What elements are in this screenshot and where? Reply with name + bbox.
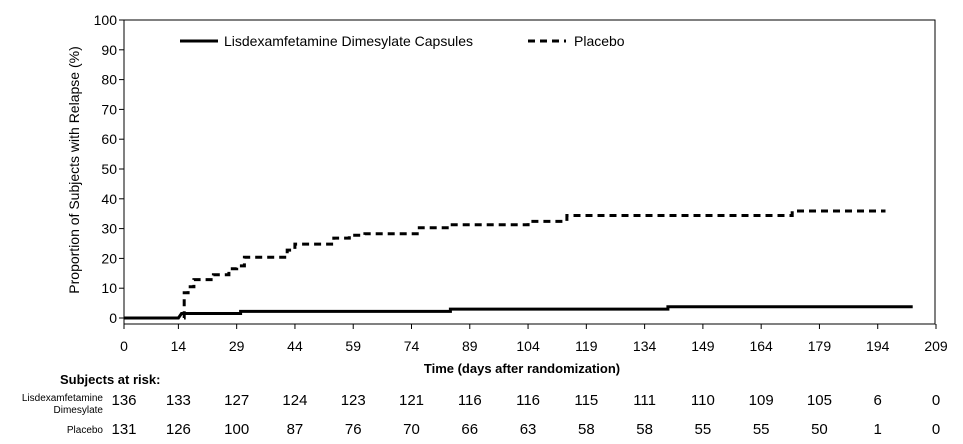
risk-value-cell: 121	[399, 392, 424, 409]
risk-value-cell: 55	[695, 421, 712, 438]
risk-value-cell: 126	[166, 421, 191, 438]
legend-label-lisdexamfetamine: Lisdexamfetamine Dimesylate Capsules	[224, 33, 473, 49]
risk-value-cell: 110	[691, 392, 715, 409]
x-tick-label: 164	[749, 338, 773, 354]
risk-row-label-lisdexamfetamine-line1: Lisdexamfetamine	[22, 393, 104, 404]
x-tick-label: 89	[462, 338, 478, 354]
risk-value-cell: 1	[874, 421, 882, 438]
risk-value-cell: 116	[458, 392, 482, 409]
risk-value-cell: 70	[403, 421, 420, 438]
risk-value-cell: 123	[341, 392, 366, 409]
risk-value-cell: 111	[633, 392, 656, 409]
risk-value-cell: 136	[111, 392, 136, 409]
y-tick-label: 100	[94, 12, 118, 28]
plot-frame	[123, 19, 936, 325]
y-tick-label: 70	[101, 101, 117, 117]
risk-value-cell: 58	[636, 421, 653, 438]
risk-row-label-placebo: Placebo	[67, 425, 104, 436]
risk-value-cell: 50	[811, 421, 828, 438]
x-tick-label: 119	[575, 338, 598, 354]
risk-value-cell: 116	[516, 392, 540, 409]
risk-value-cell: 76	[345, 421, 362, 438]
risk-table: Subjects at risk: Lisdexamfetamine Dimes…	[22, 372, 940, 438]
y-tick-label: 20	[101, 250, 117, 266]
y-tick-label: 90	[101, 42, 117, 58]
x-tick-label: 14	[171, 338, 187, 354]
x-tick-label: 0	[120, 338, 128, 354]
x-tick-label: 179	[808, 338, 832, 354]
y-tick-label: 50	[101, 161, 117, 177]
risk-value-cell: 127	[224, 392, 249, 409]
legend: Lisdexamfetamine Dimesylate Capsules Pla…	[180, 33, 625, 49]
x-tick-label: 74	[404, 338, 420, 354]
x-tick-label: 59	[345, 338, 361, 354]
risk-value-cell: 105	[807, 392, 832, 409]
x-tick-label: 134	[633, 338, 657, 354]
risk-value-cell: 0	[932, 392, 940, 409]
risk-value-cell: 6	[874, 392, 882, 409]
x-tick-label: 149	[691, 338, 715, 354]
risk-value-cell: 0	[932, 421, 940, 438]
series-group	[124, 209, 913, 320]
risk-value-cell: 58	[578, 421, 595, 438]
x-tick-label: 104	[516, 338, 540, 354]
axis-titles: Proportion of Subjects with Relapse (%) …	[66, 46, 620, 376]
y-tick-label: 40	[101, 191, 117, 207]
risk-value-cell: 100	[224, 421, 249, 438]
risk-value-cell: 63	[520, 421, 537, 438]
y-tick-label: 80	[101, 72, 117, 88]
risk-value-cell: 133	[166, 392, 191, 409]
risk-value-cell: 115	[574, 392, 598, 409]
y-tick-label: 30	[101, 221, 117, 237]
series-line-lisdexamfetamine	[124, 305, 913, 320]
y-tick-label: 60	[101, 131, 117, 147]
axes: 0 10 20 30 40 50 60 70 80 90 100 0 14 29 44 59 74 89 104 11…	[94, 12, 948, 354]
y-tick-label: 10	[101, 280, 117, 296]
x-tick-label: 44	[287, 338, 303, 354]
risk-value-cell: 55	[753, 421, 770, 438]
risk-value-cell: 131	[111, 421, 136, 438]
risk-row-label-lisdexamfetamine-line2: Dimesylate	[54, 405, 104, 416]
legend-label-placebo: Placebo	[574, 33, 625, 49]
y-tick-label: 0	[109, 310, 117, 326]
x-tick-label: 194	[866, 338, 890, 354]
x-tick-label: 209	[924, 338, 948, 354]
series-line-placebo	[124, 209, 886, 320]
risk-value-cell: 66	[461, 421, 478, 438]
x-tick-label: 29	[229, 338, 245, 354]
risk-value-cell: 124	[282, 392, 307, 409]
risk-table-heading: Subjects at risk:	[60, 372, 160, 387]
risk-value-cell: 109	[749, 392, 774, 409]
x-axis-title: Time (days after randomization)	[424, 361, 620, 376]
y-axis-title: Proportion of Subjects with Relapse (%)	[66, 46, 82, 293]
risk-value-cell: 87	[287, 421, 304, 438]
